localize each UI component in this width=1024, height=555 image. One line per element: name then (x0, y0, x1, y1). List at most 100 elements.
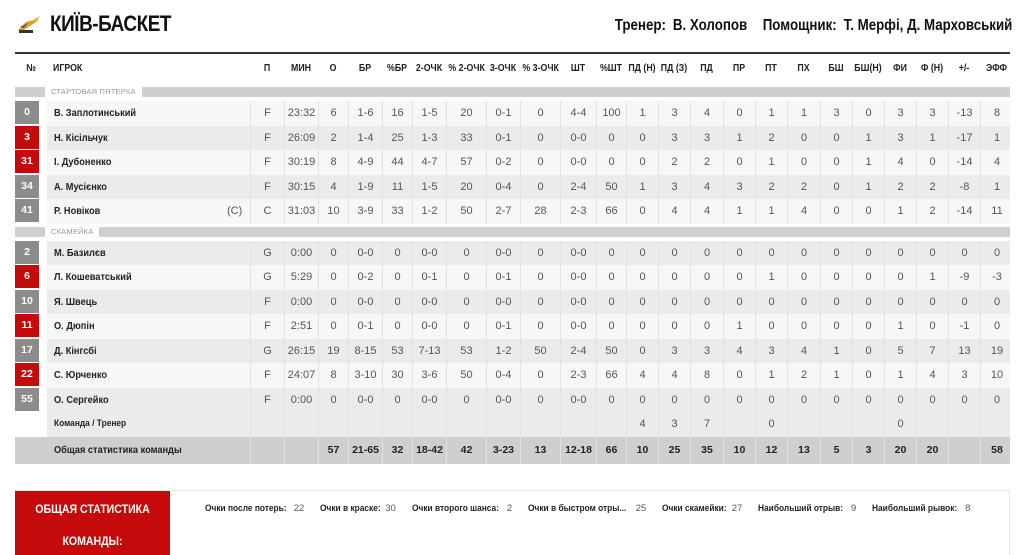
table-row[interactable]: 6 Л. Кошеватський G 5:29 0 0-2 0 0-1 0 0-1 0 0-0 0 0 0… (15, 265, 1010, 290)
column-header[interactable]: ПД (Н) (628, 63, 656, 74)
stat-cell: 0 (318, 265, 348, 290)
stat-cell: 0 (787, 289, 820, 314)
column-header[interactable]: Ф (Н) (920, 63, 944, 74)
column-header[interactable]: БР (358, 63, 372, 74)
stat-cell: 12-18 (560, 436, 596, 464)
stat-cell: 0 (596, 150, 626, 175)
stat-cell: 2 (787, 363, 820, 388)
stat-cell: 57 (318, 436, 348, 464)
jersey-number: 3 (15, 125, 39, 149)
stat-cell: 0 (626, 338, 658, 363)
table-row[interactable]: 0 В. Заплотинський F 23:32 6 1-6 16 1-5 20 0-1 0 4-… (15, 101, 1010, 126)
stat-cell: 1 (884, 363, 916, 388)
column-header-number[interactable]: № (26, 63, 36, 74)
stat-cell: 2-4 (560, 174, 596, 199)
stat-cell: 0-1 (348, 314, 382, 339)
stat-cell: 0 (626, 289, 658, 314)
player-name[interactable]: С. Юрченко (47, 363, 250, 388)
stat-cell: 0-0 (486, 387, 520, 412)
player-name: Команда / Тренер (47, 412, 250, 437)
player-name[interactable]: Л. Кошеватський (47, 265, 250, 290)
stat-cell: 0 (916, 387, 948, 412)
column-header[interactable]: ПХ (797, 63, 810, 74)
stat-cell: 0 (658, 289, 690, 314)
stat-cell: 0 (852, 289, 884, 314)
stat-cell: 0 (690, 387, 723, 412)
stat-cell: 4-7 (412, 150, 446, 175)
column-header[interactable]: ПД (700, 63, 713, 74)
table-row[interactable]: 3 Н. Кісільчук F 26:09 2 1-4 25 1-3 33 0-1 0 0-0 0 0 3… (15, 125, 1010, 150)
stat-cell (486, 412, 520, 437)
column-header[interactable]: ФИ (893, 63, 907, 74)
stat-cell: 10 (980, 363, 1013, 388)
stat-cell: 7 (690, 412, 723, 437)
table-row[interactable]: Команда / Тренер 4 3 7 0 0 (15, 412, 1010, 437)
stat-cell: G (250, 338, 284, 363)
stat-cell: 4 (690, 199, 723, 224)
column-header[interactable]: %ШТ (599, 63, 623, 74)
stat-cell: 0 (916, 314, 948, 339)
stat-cell: 0 (820, 265, 852, 290)
jersey-number: 2 (15, 240, 39, 264)
column-header[interactable]: О (329, 63, 337, 74)
stat-cell: 13 (948, 338, 980, 363)
player-name[interactable]: Д. Кінгсбі (47, 338, 250, 363)
player-name[interactable]: В. Заплотинський (47, 101, 250, 126)
table-row[interactable]: 34 А. Мусієнко F 30:15 4 1-9 11 1-5 20 0-4 0 2-4 50 1… (15, 174, 1010, 199)
player-name[interactable]: Н. Кісільчук (47, 125, 250, 150)
starters-rows: 0 В. Заплотинський F 23:32 6 1-6 16 1-5 20 0-1 0 4-… (15, 101, 1010, 224)
stat-cell: 3 (690, 125, 723, 150)
stat-cell: 23:32 (284, 101, 318, 126)
table-row[interactable]: 41 Р. Новіков (C) C 31:03 10 3-9 33 1-2 50 2-7 28 2-… (15, 199, 1010, 224)
stat-cell: 0 (820, 289, 852, 314)
column-header[interactable]: +/- (958, 63, 970, 74)
table-row[interactable]: 31 І. Дубоненко F 30:19 8 4-9 44 4-7 57 0-2 0 0-0 0 0… (15, 150, 1010, 175)
player-name[interactable]: А. Мусієнко (47, 174, 250, 199)
player-name[interactable]: І. Дубоненко (47, 150, 250, 175)
column-header[interactable]: ПД (З) (660, 63, 688, 74)
player-name[interactable]: Р. Новіков (47, 199, 250, 224)
column-header[interactable]: БШ (828, 63, 844, 74)
column-header[interactable]: МИН (290, 63, 312, 74)
table-row[interactable]: 11 О. Дюпін F 2:51 0 0-1 0 0-0 0 0-1 0 0-0 0 0 0 0 1 0 0 0 0… (15, 314, 1010, 339)
column-header[interactable]: П (263, 63, 271, 74)
table-row[interactable]: 22 С. Юрченко F 24:07 8 3-10 30 3-6 50 0-4 0 2-3 66 4… (15, 363, 1010, 388)
table-row[interactable]: Общая статистика команды 57 21-65 32 18-42 42… (15, 436, 1010, 464)
stat-cell: 66 (596, 436, 626, 464)
column-header[interactable]: 2-ОЧК (415, 63, 443, 74)
column-header[interactable]: ЭФФ (985, 63, 1008, 74)
stat-cell: 33 (446, 125, 486, 150)
stat-cell: 0 (787, 150, 820, 175)
stat-cell: 3 (658, 101, 690, 126)
stat-cell: 4 (690, 101, 723, 126)
column-header[interactable]: % 2-ОЧК (448, 63, 485, 74)
table-row[interactable]: 10 Я. Швець F 0:00 0 0-0 0 0-0 0 0-0 0 0-0 0 0 0 0 0 0 0 0 0… (15, 289, 1010, 314)
table-row[interactable]: 17 Д. Кінгсбі G 26:15 19 8-15 53 7-13 53 1-2 50 2-4… (15, 338, 1010, 363)
coach-name: В. Холопов (672, 17, 747, 34)
column-header[interactable]: ПТ (765, 63, 777, 74)
stat-cell (382, 412, 412, 437)
stat-cell: 0-0 (560, 314, 596, 339)
column-header-player[interactable]: ИГРОК (53, 63, 83, 74)
stat-cell: 10 (723, 436, 755, 464)
table-row[interactable]: 2 М. Базилєв G 0:00 0 0-0 0 0-0 0 0-0 0 0-0 0 0 0 0 0 0 0 0… (15, 240, 1010, 265)
player-name[interactable]: О. Дюпін (47, 314, 250, 339)
player-name[interactable]: Я. Швець (47, 289, 250, 314)
page-header: КИЇВ-БАСКЕТ Тренер: В. Холопов Помощник: Т.… (0, 0, 1024, 50)
stat-cell: 6 (318, 101, 348, 126)
stat-cell: 0 (520, 314, 560, 339)
column-header[interactable]: БШ(Н) (854, 63, 882, 74)
column-header[interactable]: ШТ (570, 63, 586, 74)
table-row[interactable]: 55 О. Сергейко F 0:00 0 0-0 0 0-0 0 0-0 0 0-0 0 0 0 0 0 0… (15, 387, 1010, 412)
stat-cell: 0-2 (348, 265, 382, 290)
stat-cell: 0 (446, 314, 486, 339)
column-header[interactable]: % 3-ОЧК (522, 63, 559, 74)
captain-badge: (C) (227, 205, 243, 217)
column-header[interactable]: ПР (732, 63, 746, 74)
column-header[interactable]: %БР (386, 63, 408, 74)
stat-cell (852, 412, 884, 437)
stat-cell: 0 (884, 240, 916, 265)
player-name[interactable]: М. Базилєв (47, 240, 250, 265)
player-name[interactable]: О. Сергейко (47, 387, 250, 412)
column-header[interactable]: 3-ОЧК (489, 63, 517, 74)
